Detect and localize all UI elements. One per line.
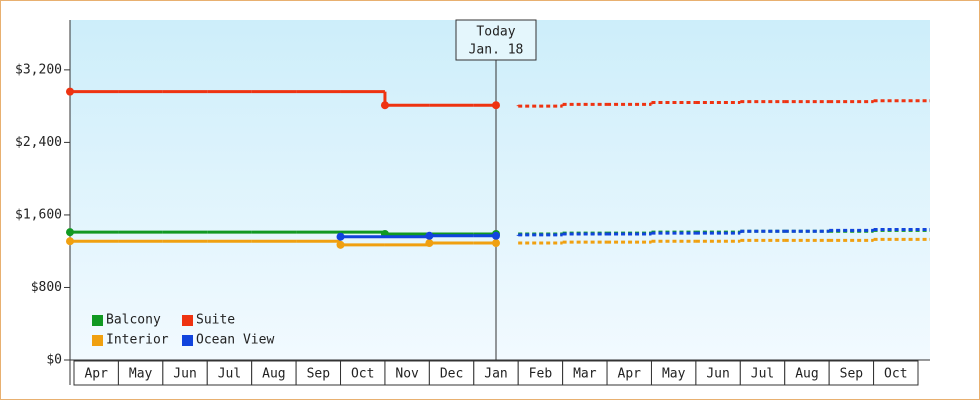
today-title: Today — [476, 25, 515, 40]
legend-label: Interior — [106, 333, 169, 348]
price-point — [336, 240, 345, 249]
y-tick-label: $3,200 — [15, 62, 62, 77]
x-tick-label: Aug — [795, 367, 818, 382]
legend-swatch — [92, 335, 103, 346]
y-tick-label: $0 — [46, 353, 62, 368]
x-tick-label: Oct — [351, 367, 374, 382]
price-point — [492, 231, 500, 240]
x-tick-label: Jul — [751, 367, 774, 382]
x-tick-cell — [384, 360, 430, 386]
legend-label: Suite — [196, 313, 235, 328]
x-tick-label: Oct — [884, 367, 907, 382]
price-point — [380, 101, 389, 110]
x-tick-cell — [206, 360, 253, 386]
x-tick-cell — [828, 360, 875, 386]
legend-swatch — [182, 335, 193, 346]
y-tick-label: $800 — [31, 280, 62, 295]
x-tick-label: Feb — [529, 367, 553, 382]
price-point — [66, 237, 74, 246]
x-tick-label: Jan — [484, 367, 507, 382]
price-point — [492, 101, 500, 110]
legend-swatch — [182, 315, 193, 326]
price-point — [425, 239, 434, 248]
legend-swatch — [92, 315, 103, 326]
x-tick-cell — [251, 360, 297, 386]
x-tick-label: Nov — [395, 367, 419, 382]
plot-area — [70, 20, 930, 360]
x-tick-cell — [162, 360, 208, 386]
x-tick-label: Sep — [307, 367, 331, 382]
x-tick-label: Jun — [706, 367, 729, 382]
x-tick-label: Jul — [218, 367, 241, 382]
x-tick-label: Dec — [440, 367, 463, 382]
today-date: Jan. 18 — [469, 43, 524, 58]
x-tick-cell — [73, 360, 119, 386]
y-tick-label: $1,600 — [15, 207, 62, 222]
x-tick-cell — [562, 360, 608, 386]
price-point — [66, 87, 74, 96]
x-tick-label: Mar — [573, 367, 597, 382]
price-point — [492, 239, 500, 248]
price-point — [425, 231, 434, 240]
price-point — [336, 232, 345, 241]
legend-label: Ocean View — [196, 333, 274, 348]
today-box — [455, 19, 537, 61]
x-tick-cell — [117, 360, 164, 386]
legend-label: Balcony — [106, 313, 161, 328]
x-tick-label: Sep — [840, 367, 864, 382]
x-tick-cell — [873, 360, 919, 386]
x-tick-cell — [739, 360, 786, 386]
x-tick-label: Apr — [84, 367, 108, 382]
x-tick-cell — [473, 360, 519, 386]
price-point — [66, 228, 74, 237]
x-tick-cell — [695, 360, 741, 386]
x-tick-label: May — [662, 367, 686, 382]
x-tick-label: Apr — [618, 367, 642, 382]
x-tick-label: Aug — [262, 367, 285, 382]
x-tick-label: May — [129, 367, 153, 382]
x-tick-cell — [606, 360, 652, 386]
x-tick-label: Jun — [173, 367, 196, 382]
y-tick-label: $2,400 — [15, 135, 62, 150]
